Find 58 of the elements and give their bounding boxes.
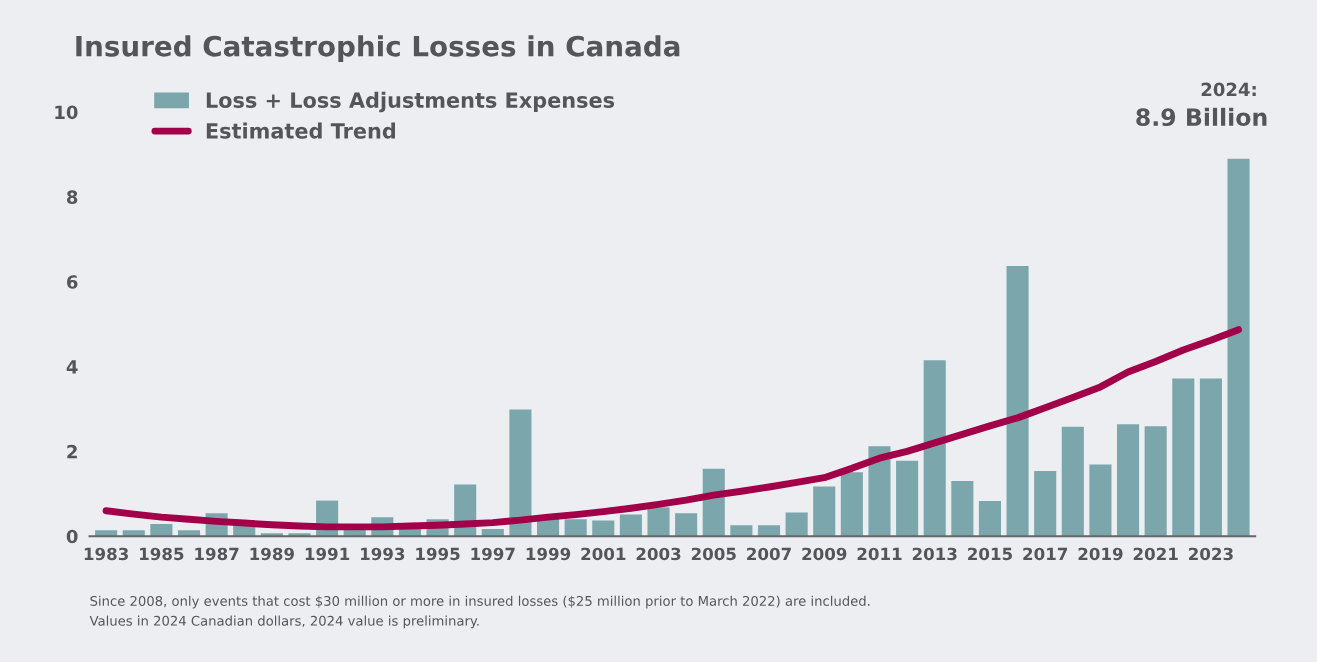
chart-title: Insured Catastrophic Losses in Canada [76, 35, 680, 63]
x-tick-label: 2003 [636, 547, 681, 561]
bar [1006, 266, 1029, 537]
x-tick-label: 1983 [84, 547, 128, 561]
x-tick-label: 2007 [747, 547, 791, 561]
x-tick-label: 2019 [1078, 547, 1123, 561]
bar [868, 446, 891, 537]
bar [1227, 158, 1250, 537]
x-tick-label: 1999 [526, 547, 571, 561]
bar [923, 360, 946, 537]
x-tick-label: 2023 [1189, 547, 1233, 561]
x-tick-label: 1993 [361, 547, 405, 561]
x-tick-label: 1995 [416, 547, 460, 561]
y-tick-label: 10 [55, 105, 78, 120]
x-tick-label: 1997 [471, 547, 515, 561]
x-tick-label: 1985 [140, 547, 184, 561]
x-tick-label: 1989 [250, 547, 294, 561]
bar [564, 519, 587, 537]
x-tick-label: 2009 [802, 547, 847, 561]
bar [675, 513, 698, 537]
bar [951, 481, 974, 537]
bar [619, 514, 642, 537]
x-tick-label: 2021 [1133, 547, 1178, 561]
legend-label: Loss + Loss Adjustments Expenses [206, 91, 615, 113]
x-tick-label: 2013 [912, 547, 957, 561]
y-tick-label: 8 [66, 190, 78, 204]
x-tick-label: 2001 [581, 547, 626, 561]
y-tick-label: 6 [67, 275, 78, 289]
x-tick-label: 1987 [195, 547, 239, 561]
bar [840, 472, 863, 537]
bar [1144, 426, 1167, 537]
x-tick-label: 1991 [305, 547, 350, 561]
x-tick-label: 2011 [857, 547, 902, 561]
bar [1199, 378, 1222, 537]
text: 2024: [1201, 82, 1256, 97]
bar [1172, 378, 1195, 537]
x-tick-label: 2015 [968, 547, 1012, 561]
bar [509, 409, 532, 537]
bar [1061, 426, 1084, 537]
bar [1034, 470, 1057, 537]
x-tick-label: 2017 [1023, 547, 1068, 561]
text: Values in 2024 Canadian dollars, 2024 value is preliminary. [89, 615, 479, 629]
y-tick-label: 4 [66, 360, 78, 374]
bar [785, 512, 808, 537]
bar [1117, 424, 1140, 537]
annotation: 8.9 Billion [1136, 107, 1267, 127]
bar [896, 460, 919, 537]
bar [757, 525, 781, 537]
bar [647, 507, 670, 537]
legend-label: Estimated Trend [206, 122, 395, 139]
bar [1089, 464, 1112, 537]
x-tick-label: 2005 [691, 547, 736, 561]
y-tick-label: 2 [67, 444, 77, 459]
bar [978, 501, 1001, 537]
bar [813, 486, 836, 537]
text: Since 2008, only events that cost $30 million or more in insured losses ($25 million prior to March 2022) are included. [90, 595, 870, 609]
bar [730, 525, 753, 537]
y-tick-label: 0 [66, 529, 78, 544]
